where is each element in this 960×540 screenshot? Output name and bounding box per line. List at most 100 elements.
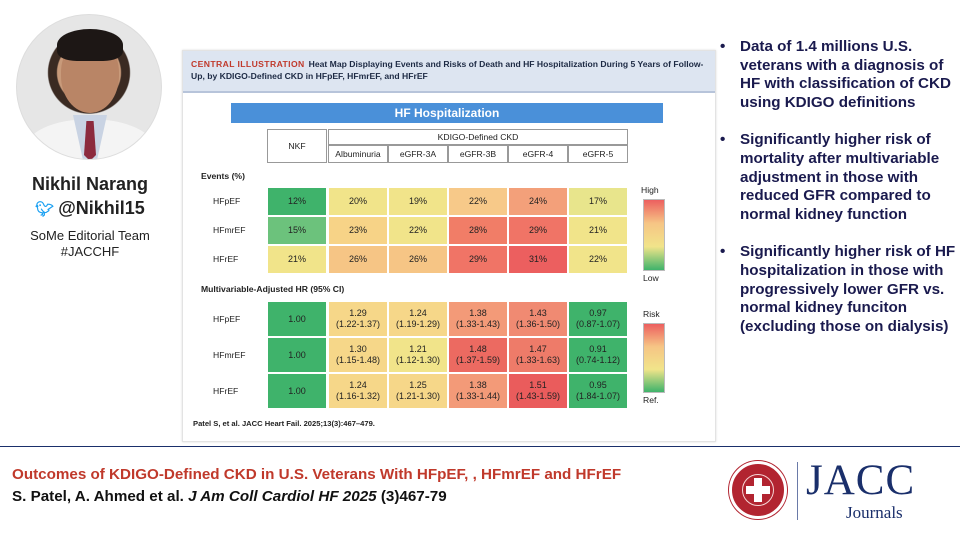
hr-row-label: HFrEF <box>213 386 239 396</box>
hr-value: 1.38 <box>469 380 487 390</box>
events-cell: 23% <box>328 216 388 245</box>
events-row-label: HFmrEF <box>213 225 246 235</box>
reference-pages: (3)467-79 <box>376 488 447 505</box>
events-cell: 17% <box>568 187 628 216</box>
hr-cell: 1.38 (1.33-1.44) <box>448 373 508 409</box>
events-cell: 20% <box>328 187 388 216</box>
hr-ci: (1.16-1.32) <box>335 391 381 401</box>
hr-ci: (1.36-1.50) <box>515 319 561 329</box>
hr-ci: (1.33-1.63) <box>515 355 561 365</box>
hr-cell: 1.43 (1.36-1.50) <box>508 301 568 337</box>
hr-value: 0.95 <box>589 380 607 390</box>
presenter-handle[interactable]: 🐦︎ @Nikhil15 <box>0 198 180 219</box>
column-header: eGFR-3A <box>388 145 448 163</box>
twitter-bird-icon: 🐦︎ <box>35 201 55 218</box>
hr-value: 1.25 <box>409 380 427 390</box>
jacc-logo: JACC <box>806 457 916 504</box>
column-header-nkf: NKF <box>267 129 327 163</box>
hr-cell: 0.91 (0.74-1.12) <box>568 337 628 373</box>
events-cell: 31% <box>508 245 568 274</box>
logo-divider <box>797 462 798 520</box>
events-section-label: Events (%) <box>201 171 245 181</box>
presenter-team: SoMe Editorial Team <box>30 228 150 243</box>
hr-value: 1.00 <box>288 349 306 360</box>
hr-ci: (1.19-1.29) <box>395 319 441 329</box>
jacc-logo-subtitle: Journals <box>846 503 903 522</box>
figure-header: CENTRAL ILLUSTRATION Heat Map Displaying … <box>183 51 715 93</box>
events-cell: 29% <box>508 216 568 245</box>
hr-ci: (1.12-1.30) <box>395 355 441 365</box>
column-header: eGFR-3B <box>448 145 508 163</box>
hr-ci: (1.37-1.59) <box>455 355 501 365</box>
hr-value: 1.30 <box>349 344 367 354</box>
events-cell: 19% <box>388 187 448 216</box>
hr-value: 1.21 <box>409 344 427 354</box>
bullet-dot-icon: • <box>720 243 726 261</box>
column-header: Albuminuria <box>328 145 388 163</box>
key-point: • Significantly higher risk of HF hospita… <box>716 243 956 336</box>
acc-seal-logo <box>729 461 787 519</box>
key-point-text: Data of 1.4 millions U.S. veterans with … <box>740 38 951 111</box>
hr-value: 1.51 <box>529 380 547 390</box>
hr-value: 0.91 <box>589 344 607 354</box>
hr-cell: 1.47 (1.33-1.63) <box>508 337 568 373</box>
hr-cell: 1.24 (1.16-1.32) <box>328 373 388 409</box>
bullet-dot-icon: • <box>720 38 726 55</box>
reference-authors: S. Patel, A. Ahmed et al. <box>12 488 189 505</box>
events-legend-high: High <box>641 185 659 195</box>
reference-journal: J Am Coll Cardiol HF 2025 <box>188 488 377 505</box>
hr-ci: (1.22-1.37) <box>335 319 381 329</box>
presenter-photo <box>16 14 162 160</box>
hr-cell: 0.97 (0.87-1.07) <box>568 301 628 337</box>
footer-reference[interactable]: S. Patel, A. Ahmed et al. J Am Coll Card… <box>12 488 447 505</box>
presenter-name: Nikhil Narang <box>31 174 149 194</box>
key-points-list: • Data of 1.4 millions U.S. veterans with… <box>716 38 956 355</box>
events-cell: 22% <box>388 216 448 245</box>
figure-header-title: Heat Map Displaying Events and Risks of … <box>191 59 704 81</box>
events-cell: 22% <box>448 187 508 216</box>
hr-ci: (0.74-1.12) <box>575 355 621 365</box>
bullet-dot-icon: • <box>720 131 726 149</box>
footer-divider <box>0 446 960 447</box>
hr-value: 1.47 <box>529 344 547 354</box>
hr-ci: (1.84-1.07) <box>575 391 621 401</box>
hr-cell: 1.21 (1.12-1.30) <box>388 337 448 373</box>
hr-legend-low: Ref. <box>643 395 659 405</box>
column-header: eGFR-4 <box>508 145 568 163</box>
events-row-label: HFrEF <box>213 254 239 264</box>
key-point-text: Significantly higher risk of mortality a… <box>740 131 940 223</box>
hr-cell: 1.29 (1.22-1.37) <box>328 301 388 337</box>
hr-value: 1.00 <box>288 385 306 396</box>
events-cell: 15% <box>267 216 327 245</box>
hr-section-label: Multivariable-Adjusted HR (95% CI) <box>201 284 345 294</box>
column-group-header: KDIGO-Defined CKD <box>328 129 628 145</box>
figure-banner: HF Hospitalization <box>231 103 663 123</box>
footer-title: Outcomes of KDIGO-Defined CKD in U.S. Ve… <box>12 466 622 483</box>
figure-citation: Patel S, et al. JACC Heart Fail. 2025;13… <box>193 419 375 428</box>
hr-cell: 1.00 <box>267 301 327 337</box>
key-point: • Significantly higher risk of mortality … <box>716 131 956 224</box>
hr-value: 1.24 <box>349 380 367 390</box>
figure-header-lead: CENTRAL ILLUSTRATION <box>191 59 305 69</box>
hr-legend-gradient <box>643 323 665 393</box>
hr-ci: (1.21-1.30) <box>395 391 441 401</box>
events-cell: 24% <box>508 187 568 216</box>
events-cell: 12% <box>267 187 327 216</box>
hr-cell: 1.00 <box>267 337 327 373</box>
events-cell: 21% <box>568 216 628 245</box>
events-cell: 26% <box>388 245 448 274</box>
hr-cell: 1.30 (1.15-1.48) <box>328 337 388 373</box>
hr-cell: 0.95 (1.84-1.07) <box>568 373 628 409</box>
hr-value: 1.00 <box>288 313 306 324</box>
key-point-text: Significantly higher risk of HF hospital… <box>740 243 956 335</box>
hr-value: 0.97 <box>589 308 607 318</box>
hr-ci: (1.33-1.43) <box>455 319 501 329</box>
hr-ci: (1.33-1.44) <box>455 391 501 401</box>
hr-cell: 1.51 (1.43-1.59) <box>508 373 568 409</box>
hr-row-label: HFpEF <box>213 314 241 324</box>
events-legend-low: Low <box>643 273 659 283</box>
hr-cell: 1.24 (1.19-1.29) <box>388 301 448 337</box>
presenter-handle-text: @Nikhil15 <box>58 198 145 218</box>
hr-ci: (0.87-1.07) <box>575 319 621 329</box>
key-point: • Data of 1.4 millions U.S. veterans with… <box>716 38 956 112</box>
